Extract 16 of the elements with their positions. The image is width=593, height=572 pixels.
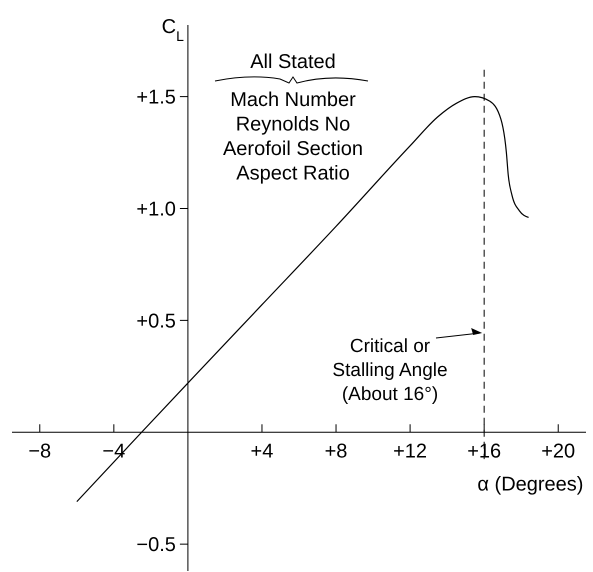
x-tick-label: +12 — [393, 440, 428, 462]
annotation: All Stated — [250, 51, 336, 73]
x-tick-label: +8 — [324, 440, 348, 462]
x-tick-label: +16 — [467, 440, 502, 462]
x-tick-label: +20 — [541, 440, 576, 462]
ref-line-label: Critical or Stalling Angle (About 16°) — [332, 336, 448, 405]
y-tick-label: +0.5 — [136, 310, 176, 332]
x-tick-label: +4 — [250, 440, 274, 462]
y-tick-label: −0.5 — [136, 534, 176, 556]
y-tick-label: +1.5 — [136, 86, 176, 109]
x-axis-title: α (Degrees) — [477, 473, 584, 496]
annotation: Mach Number Reynolds No Aerofoil Section Aspect Ratio — [222, 89, 364, 184]
x-tick-label: −8 — [28, 440, 52, 462]
x-tick-label: −4 — [102, 440, 126, 462]
y-tick-label: +1.0 — [136, 198, 176, 220]
y-axis-title: C$_{L}$ — [162, 16, 184, 44]
